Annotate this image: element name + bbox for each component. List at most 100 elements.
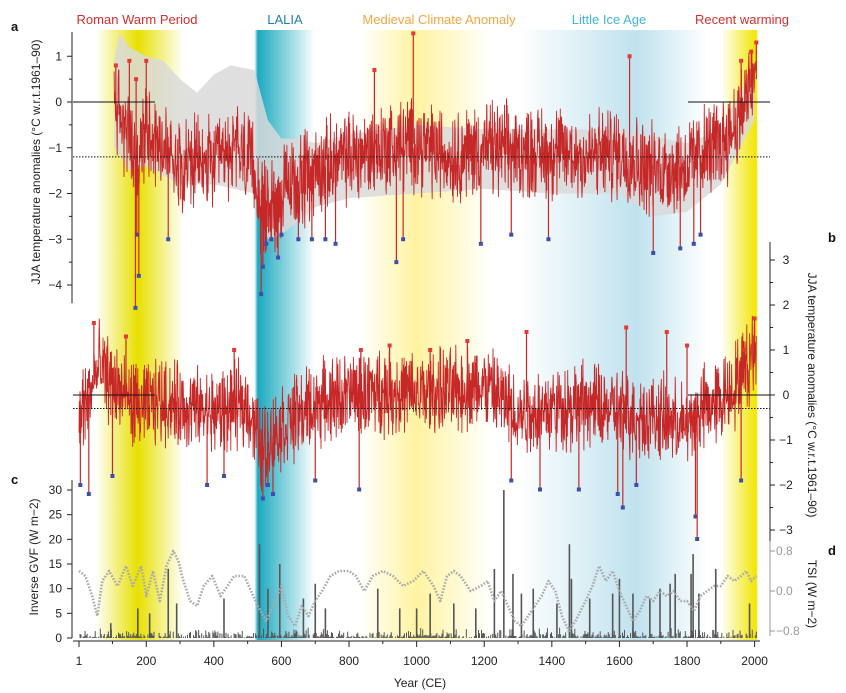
period-label-3: Little Ice Age: [572, 12, 646, 27]
panel-a-tick-label-5: −4: [48, 278, 62, 292]
panel-a-warm-extreme-7: [739, 58, 744, 63]
panel-b-warm-extreme-3: [358, 348, 363, 352]
panel-b-temperature: 3 2 1 0 −1 −2 −3: [73, 242, 793, 544]
panel-c-y-axis-title: Inverse GVF (W m−2): [27, 498, 41, 615]
panel-a-cold-extreme-5: [260, 264, 265, 269]
x-tick-label-0: 1: [76, 654, 83, 668]
x-axis-title: Year (CE): [394, 676, 446, 690]
panel-a-temperature-series: [113, 49, 757, 255]
panel-b-warm-extreme-8: [624, 325, 629, 330]
panel-c-tick-label-4: 20: [49, 532, 63, 546]
panel-c-tick-label-6: 30: [49, 483, 63, 497]
period-labels: Roman Warm Period LALIA Medieval Climate A…: [77, 12, 789, 27]
panel-b-warm-extreme-2: [232, 348, 237, 352]
panel-c-tick-label-5: 25: [49, 508, 63, 522]
panel-a-cold-extreme-0: [134, 232, 139, 237]
panel-a-cold-extreme-7: [269, 237, 274, 242]
panel-letter-c: c: [11, 472, 18, 487]
panel-b-tick-label-5: −2: [779, 478, 793, 492]
panel-b-y-axis: 3 2 1 0 −1 −2 −3: [769, 242, 793, 544]
panel-d-tick-label-2: −0.8: [776, 624, 800, 638]
panel-a-warm-extreme-8: [749, 49, 754, 54]
x-axis: 1 200 400 600 800 1000 1200 1400 1600 1800 2000: [73, 640, 768, 668]
panel-a-cold-extreme-13: [333, 241, 338, 246]
panel-a-cold-extreme-2: [133, 305, 138, 310]
period-label-2: Medieval Climate Anomaly: [362, 12, 516, 27]
x-tick-label-4: 800: [339, 654, 359, 668]
panel-a-cold-extreme-8: [276, 255, 281, 260]
panel-a-tick-label-0: 1: [55, 49, 62, 63]
panel-a-cold-extreme-12: [323, 237, 328, 242]
panel-a-y-axis: 1 0 −1 −2 −3 −4: [48, 32, 73, 304]
panel-b-warm-extreme-10: [685, 343, 690, 348]
panel-a-cold-extreme-10: [296, 237, 301, 242]
panel-a-cold-extreme-19: [651, 250, 656, 255]
panel-b-tick-label-1: 2: [783, 298, 790, 312]
panel-a-warm-extreme-9: [754, 40, 759, 45]
panel-letter-d: d: [828, 543, 836, 558]
panel-a-cold-extreme-22: [698, 232, 703, 237]
panel-letter-b: b: [828, 230, 836, 245]
x-tick-label-7: 1400: [538, 654, 565, 668]
panel-b-warm-extreme-0: [91, 321, 96, 325]
panel-b-tick-label-4: −1: [779, 433, 793, 447]
panel-b-warm-extreme-5: [428, 348, 433, 352]
panel-b-cold-extreme-1: [86, 492, 91, 496]
panel-d-tsi-series: [78, 549, 758, 633]
panel-b-y-axis-title: JJA temperature anomalies (°C w.r.t.1961…: [805, 273, 819, 518]
panel-d-tick-label-0: 0.8: [776, 544, 793, 558]
panel-b-cold-extreme-18: [739, 478, 744, 483]
panel-b-cold-extreme-17: [695, 537, 700, 541]
panel-b-cold-extreme-15: [634, 483, 639, 487]
panel-a-warm-extreme-3: [144, 58, 149, 63]
panel-b-tick-label-6: −3: [779, 523, 793, 537]
panel-b-tick-label-2: 1: [783, 343, 790, 357]
panel-a-cold-extreme-21: [691, 241, 696, 246]
period-label-4: Recent warming: [695, 12, 789, 27]
panel-a-cold-extreme-1: [136, 273, 141, 278]
panel-b-cold-extreme-9: [357, 487, 362, 492]
panel-a-tick-label-4: −3: [48, 232, 62, 246]
panel-b-warm-extreme-6: [465, 339, 470, 343]
panel-a-y-axis-title: JJA temperature anomalies (°C w.r.t.1961…: [29, 40, 43, 285]
x-tick-label-1: 200: [136, 654, 156, 668]
panel-b-cold-extreme-8: [313, 478, 318, 483]
panel-c-volcanic-forcing: 0 5 10 15 20 25 30: [49, 480, 757, 645]
panel-a-cold-extreme-3: [166, 237, 171, 242]
panel-b-cold-extreme-12: [576, 487, 581, 492]
panel-c-tick-label-1: 5: [55, 606, 62, 620]
panel-a-warm-extreme-1: [127, 58, 132, 63]
panel-b-tick-label-3: 0: [783, 388, 790, 402]
panel-b-cold-extreme-5: [260, 496, 265, 501]
panel-b-warm-extreme-9: [664, 330, 669, 334]
period-label-0: Roman Warm Period: [77, 12, 198, 27]
x-tick-label-9: 1800: [674, 654, 701, 668]
panel-b-warm-extreme-4: [387, 343, 392, 348]
panel-b-temperature-series: [78, 315, 757, 492]
period-label-1: LALIA: [267, 12, 303, 27]
panel-a-extremes: [113, 31, 759, 310]
panel-a-cold-extreme-9: [279, 232, 284, 237]
panel-a-warm-extreme-5: [411, 31, 416, 36]
panel-b-warm-extreme-7: [524, 330, 529, 334]
x-tick-label-5: 1000: [403, 654, 430, 668]
panel-d-y-axis: 0.8 0.0 −0.8: [769, 541, 800, 638]
panel-letter-a: a: [11, 19, 19, 34]
panel-a-cold-extreme-4: [259, 292, 264, 297]
panel-a-cold-extreme-17: [509, 232, 514, 237]
panel-a-warm-extreme-4: [372, 67, 377, 72]
panel-a-tick-label-3: −2: [48, 187, 62, 201]
panel-b-cold-extreme-0: [78, 483, 83, 487]
panel-b-extremes: [78, 316, 757, 541]
x-tick-label-3: 600: [271, 654, 291, 668]
panel-b-cold-extreme-11: [538, 487, 543, 492]
panel-a-warm-extreme-6: [627, 54, 632, 59]
panel-b-cold-extreme-3: [205, 483, 210, 487]
panel-a-cold-extreme-11: [309, 237, 314, 242]
panel-b-cold-extreme-7: [271, 492, 275, 496]
x-tick-label-2: 400: [204, 654, 224, 668]
panel-a-cold-extreme-14: [394, 260, 399, 265]
x-tick-label-6: 1200: [471, 654, 498, 668]
panel-b-cold-extreme-14: [620, 505, 625, 510]
